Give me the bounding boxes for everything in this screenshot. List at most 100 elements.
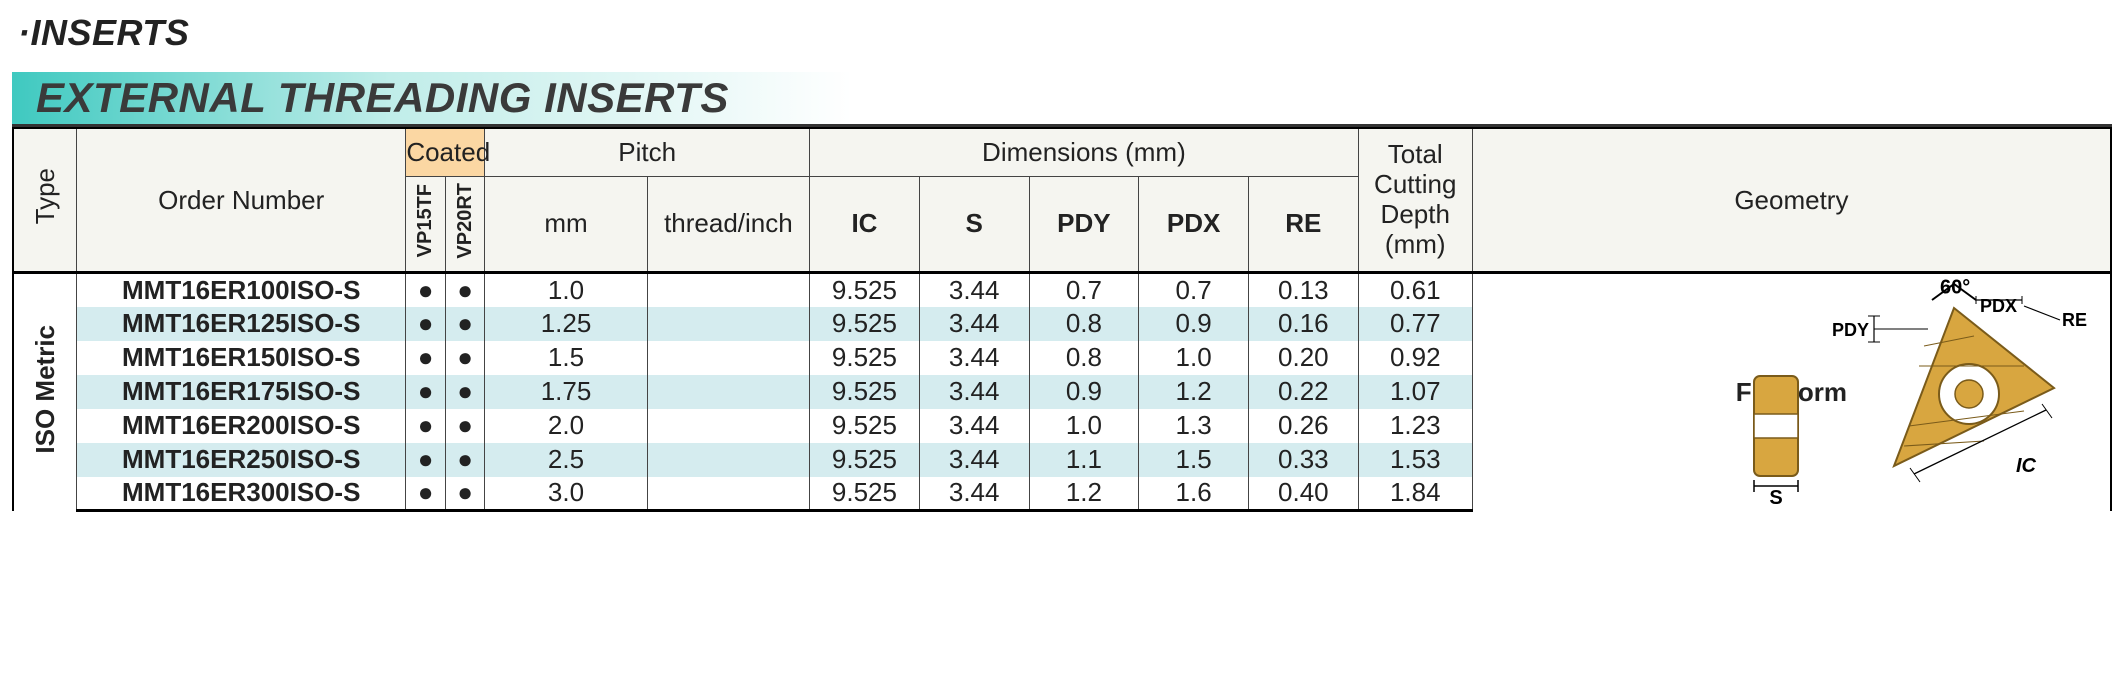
hdr-dims-group: Dimensions (mm): [810, 128, 1359, 176]
order-cell: MMT16ER300ISO-S: [77, 477, 406, 511]
re-cell: 0.26: [1248, 409, 1358, 443]
hdr-grade-2: VP20RT: [445, 176, 485, 273]
grade2-cell: ●: [445, 307, 485, 341]
hdr-pitch: Pitch: [485, 128, 810, 176]
pitch-mm-cell: 1.75: [485, 375, 647, 409]
re-cell: 0.33: [1248, 443, 1358, 477]
grade1-cell: ●: [406, 307, 446, 341]
order-cell: MMT16ER100ISO-S: [77, 273, 406, 307]
re-cell: 0.20: [1248, 341, 1358, 375]
hdr-dim-pdx: PDX: [1139, 176, 1249, 273]
pitch-mm-cell: 2.5: [485, 443, 647, 477]
re-cell: 0.22: [1248, 375, 1358, 409]
s-cell: 3.44: [919, 443, 1029, 477]
pitch-tpi-cell: [647, 409, 809, 443]
svg-text:IC: IC: [2016, 455, 2037, 477]
pdy-cell: 0.8: [1029, 307, 1139, 341]
order-cell: MMT16ER150ISO-S: [77, 341, 406, 375]
ic-cell: 9.525: [810, 273, 920, 307]
svg-text:PDX: PDX: [1980, 296, 2017, 316]
hdr-dim-s: S: [919, 176, 1029, 273]
pdy-cell: 1.1: [1029, 443, 1139, 477]
pdx-cell: 1.3: [1139, 409, 1249, 443]
geometry-cell: Full form S 60° PDX: [1472, 273, 2111, 511]
pdy-cell: 1.2: [1029, 477, 1139, 511]
ic-cell: 9.525: [810, 443, 920, 477]
svg-text:S: S: [1769, 487, 1782, 506]
tcd-cell: 1.53: [1358, 443, 1472, 477]
pitch-mm-cell: 1.0: [485, 273, 647, 307]
pdx-cell: 0.9: [1139, 307, 1249, 341]
hdr-coated: Coated: [406, 128, 485, 176]
ic-cell: 9.525: [810, 375, 920, 409]
hdr-dim-ic: IC: [810, 176, 920, 273]
pdx-cell: 1.6: [1139, 477, 1249, 511]
s-cell: 3.44: [919, 273, 1029, 307]
hdr-order: Order Number: [77, 128, 406, 273]
pdy-cell: 0.8: [1029, 341, 1139, 375]
tcd-cell: 0.61: [1358, 273, 1472, 307]
hdr-pitch-tpi: thread/inch: [647, 176, 809, 273]
pitch-tpi-cell: [647, 477, 809, 511]
re-cell: 0.16: [1248, 307, 1358, 341]
pdy-cell: 0.9: [1029, 375, 1139, 409]
table-row: ISO MetricMMT16ER100ISO-S●●1.09.5253.440…: [13, 273, 2111, 307]
grade2-cell: ●: [445, 341, 485, 375]
tcd-cell: 1.23: [1358, 409, 1472, 443]
grade1-cell: ●: [406, 443, 446, 477]
order-cell: MMT16ER125ISO-S: [77, 307, 406, 341]
grade1-cell: ●: [406, 375, 446, 409]
pdy-cell: 0.7: [1029, 273, 1139, 307]
hdr-pitch-mm: mm: [485, 176, 647, 273]
grade1-cell: ●: [406, 273, 446, 307]
ic-cell: 9.525: [810, 341, 920, 375]
pitch-tpi-cell: [647, 443, 809, 477]
svg-text:60°: 60°: [1940, 277, 1970, 299]
hdr-geometry: Geometry: [1472, 128, 2111, 273]
type-cell: ISO Metric: [13, 273, 77, 511]
pitch-tpi-cell: [647, 273, 809, 307]
grade1-cell: ●: [406, 477, 446, 511]
s-cell: 3.44: [919, 409, 1029, 443]
page-title: ·INSERTS: [18, 12, 2113, 54]
pdx-cell: 1.5: [1139, 443, 1249, 477]
s-cell: 3.44: [919, 341, 1029, 375]
ic-cell: 9.525: [810, 307, 920, 341]
grade1-cell: ●: [406, 341, 446, 375]
pitch-tpi-cell: [647, 375, 809, 409]
order-cell: MMT16ER200ISO-S: [77, 409, 406, 443]
pitch-mm-cell: 1.5: [485, 341, 647, 375]
grade2-cell: ●: [445, 477, 485, 511]
grade2-cell: ●: [445, 273, 485, 307]
pdx-cell: 1.2: [1139, 375, 1249, 409]
svg-text:RE: RE: [2062, 310, 2087, 330]
hdr-grade-1: VP15TF: [406, 176, 446, 273]
re-cell: 0.40: [1248, 477, 1358, 511]
s-cell: 3.44: [919, 477, 1029, 511]
table-header: Type Order Number Coated Pitch Dimension…: [13, 128, 2111, 273]
hdr-dim-pdy: PDY: [1029, 176, 1139, 273]
pdx-cell: 0.7: [1139, 273, 1249, 307]
hdr-tcd: Total Cutting Depth (mm): [1358, 128, 1472, 273]
svg-text:PDY: PDY: [1832, 320, 1869, 340]
insert-diagram: S 60° PDX RE: [1724, 276, 2104, 506]
order-cell: MMT16ER175ISO-S: [77, 375, 406, 409]
section-banner: EXTERNAL THREADING INSERTS: [12, 72, 2112, 124]
tcd-cell: 1.84: [1358, 477, 1472, 511]
s-cell: 3.44: [919, 307, 1029, 341]
tcd-cell: 1.07: [1358, 375, 1472, 409]
ic-cell: 9.525: [810, 477, 920, 511]
re-cell: 0.13: [1248, 273, 1358, 307]
hdr-dim-re: RE: [1248, 176, 1358, 273]
pitch-mm-cell: 1.25: [485, 307, 647, 341]
grade2-cell: ●: [445, 409, 485, 443]
ic-cell: 9.525: [810, 409, 920, 443]
inserts-table: Type Order Number Coated Pitch Dimension…: [12, 127, 2112, 512]
order-cell: MMT16ER250ISO-S: [77, 443, 406, 477]
grade2-cell: ●: [445, 375, 485, 409]
pitch-tpi-cell: [647, 341, 809, 375]
hdr-type: Type: [13, 128, 77, 273]
s-cell: 3.44: [919, 375, 1029, 409]
pitch-mm-cell: 2.0: [485, 409, 647, 443]
pdy-cell: 1.0: [1029, 409, 1139, 443]
